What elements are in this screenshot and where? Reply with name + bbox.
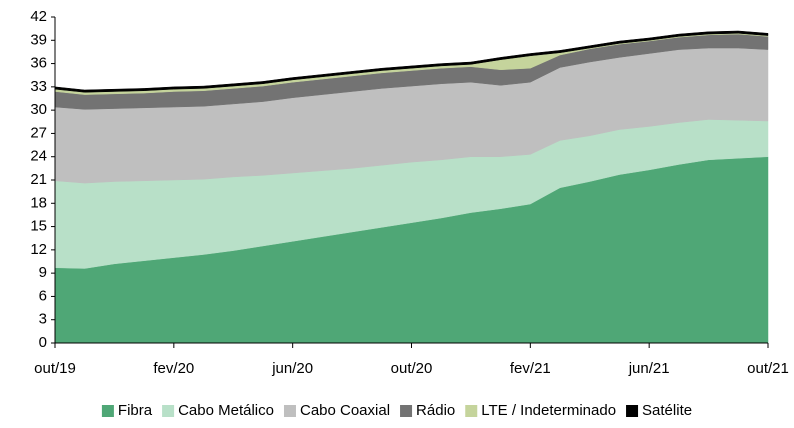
y-tick-label: 3 [39,311,47,328]
legend-label: LTE / Indeterminado [481,402,616,419]
x-tick-label: jun/20 [271,360,313,377]
y-tick-label: 39 [30,31,47,48]
y-tick-label: 36 [30,55,47,72]
legend-swatch [101,405,114,417]
legend-label: Satélite [642,402,692,419]
y-tick-label: 9 [39,264,47,281]
area [54,30,769,93]
legend-label: Fibra [118,402,153,419]
legend-swatch [400,405,413,417]
legend-label: Cabo Coaxial [300,402,390,419]
x-tick-label: out/21 [747,360,789,377]
legend-swatch [162,405,175,417]
y-tick-label: 12 [30,241,47,258]
x-tick-label: out/20 [391,360,433,377]
legend-swatch [626,405,639,417]
y-tick-label: 0 [39,334,47,351]
y-tick-label: 18 [30,194,47,211]
y-tick-label: 30 [30,101,47,118]
y-tick-label: 42 [30,8,47,25]
y-tick-label: 21 [30,171,47,188]
x-tick-label: fev/21 [510,360,551,377]
y-tick-label: 33 [30,78,47,95]
legend-swatch [283,405,296,417]
x-tick-label: jun/21 [628,360,670,377]
y-tick-label: 27 [30,124,47,141]
x-tick-label: out/19 [34,360,76,377]
x-tick-label: fev/20 [153,360,194,377]
y-tick-label: 6 [39,287,47,304]
y-tick-label: 15 [30,218,47,235]
legend-swatch [465,405,478,417]
legend-label: Rádio [416,402,455,419]
y-tick-label: 24 [30,148,47,165]
legend-label: Cabo Metálico [178,402,274,419]
